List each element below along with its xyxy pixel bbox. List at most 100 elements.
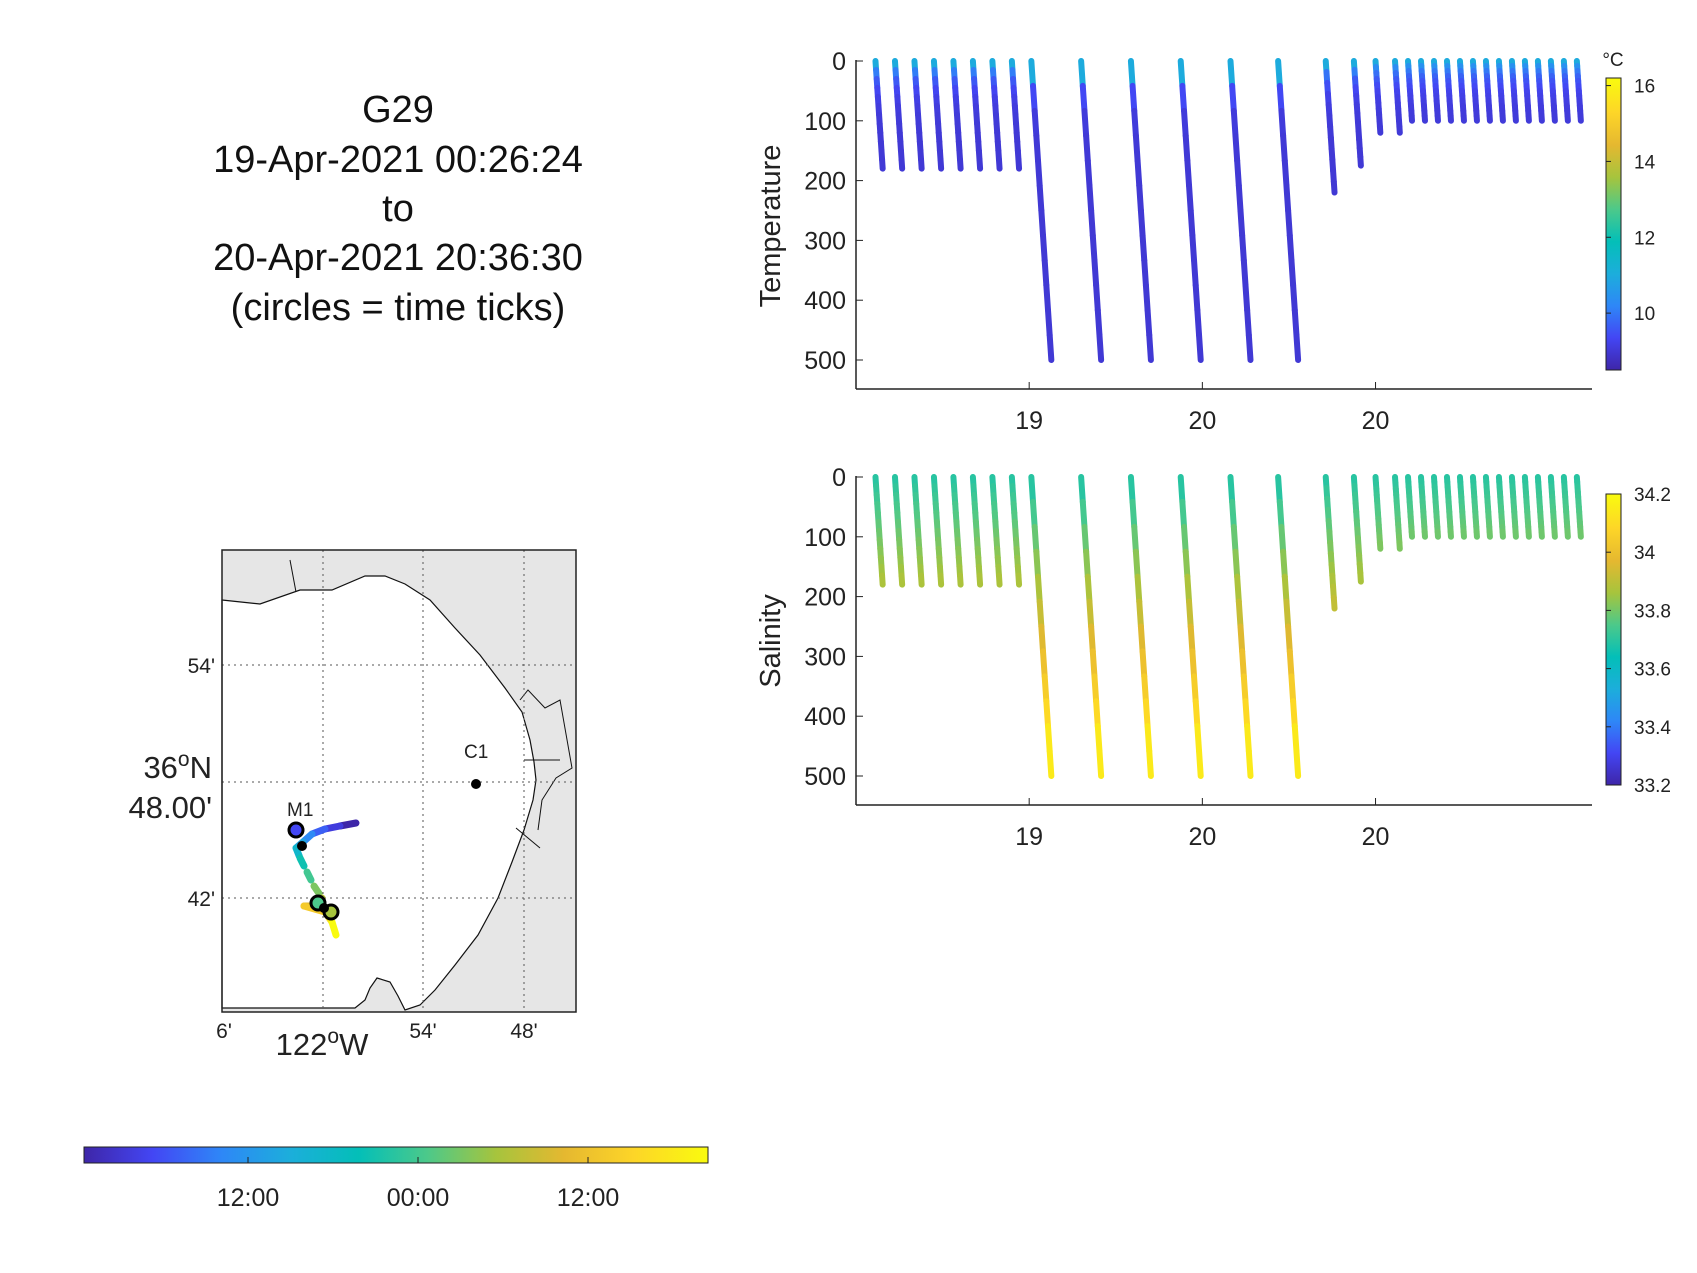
profile-10-segment [1094,307,1103,339]
profile-11-segment [1127,58,1136,89]
profile-10-segment [1089,232,1098,264]
profile-13-segment [1235,182,1244,214]
map-bay-water [221,575,537,1011]
temperature-profiles [872,58,1584,363]
time-tick-3: 12:00 [557,1184,620,1212]
colorbar-tick-label: 14 [1634,152,1656,173]
temp-y-ticks: 0 100 200 300 400 500 [804,48,863,375]
profile-14-segment [1276,82,1285,114]
profile-9-segment [1040,648,1048,680]
profile-13-segment [1229,82,1237,114]
profile-12-segment [1184,573,1193,605]
lat-tick-54: 54' [188,655,215,678]
track-segment [296,854,311,876]
profile-13-segment [1245,332,1254,363]
y-tick-label: 400 [804,287,846,315]
profile-11-segment [1129,498,1138,530]
profile-10-segment [1079,82,1088,114]
profile-9-segment [1041,257,1050,289]
profile-11-segment [1132,548,1141,580]
profile-14-segment [1291,307,1300,339]
lon-main-label: 122oW [276,1025,369,1062]
temp-x-ticks: 19 20 20 [1015,382,1389,435]
temp-colorbar-unit: °C [1602,50,1623,71]
profile-9-segment [1046,748,1055,779]
profile-14-segment [1280,132,1288,164]
x-tick-label: 19 [1015,407,1043,435]
profile-10-segment [1094,723,1103,755]
profile-11-segment [1132,132,1141,164]
profile-13-segment [1237,207,1246,239]
profile-13-segment [1239,232,1247,264]
colorbar-tick-label: 33.8 [1634,601,1671,622]
profile-11-segment [1131,523,1139,555]
map-graticule [222,550,576,1012]
lat-main-label: 36oN [143,748,212,785]
x-tick-label: 20 [1362,407,1390,435]
profile-13-segment [1230,523,1239,555]
profile-14-segment [1280,548,1288,580]
profile-11-segment [1146,332,1154,363]
profile-16-segment [1357,153,1364,169]
profile-9-segment [1038,623,1047,655]
time-colorbar: 12:00 00:00 12:00 [83,1146,709,1212]
time-tick-circle [287,821,305,839]
sal-ylabel: Salinity [755,594,787,688]
glider-track [287,819,360,939]
profile-14-segment [1283,182,1292,214]
colorbar-tick-label: 33.2 [1634,776,1671,797]
y-tick-label: 200 [804,168,846,196]
profile-10-segment [1096,748,1105,779]
profile-11-segment [1144,723,1153,755]
profile-12-segment [1177,58,1186,89]
profile-14-segment [1293,332,1302,363]
profile-14-segment [1285,207,1293,239]
profile-10-segment [1089,648,1098,680]
profile-10-segment [1096,332,1105,363]
profile-9-segment [1046,332,1055,363]
profile-4-segment [937,572,945,588]
profile-14-segment [1293,748,1302,779]
profile-14-segment [1275,58,1283,89]
y-tick-label: 100 [804,108,846,136]
profile-12-segment [1184,157,1193,189]
profile-10-segment [1078,474,1086,505]
lon-tick-54: 54' [409,1020,436,1043]
time-colorbar-gradient [83,1146,709,1164]
profile-9-segment [1033,548,1042,580]
profile-10-segment [1091,257,1100,289]
profile-11-segment [1144,307,1153,339]
profile-11-segment [1137,623,1146,655]
profile-12-segment [1192,282,1201,314]
profile-13-segment [1234,157,1242,189]
profile-14-segment [1281,573,1290,605]
profile-13-segment [1240,257,1249,289]
profile-7-segment [995,156,1003,172]
profile-10-segment [1088,207,1096,239]
profile-12-segment [1181,523,1189,555]
profile-9-segment [1045,307,1053,339]
profile-12-segment [1189,648,1198,680]
profile-13-segment [1237,623,1246,655]
profile-12-segment [1194,307,1203,339]
profile-12-segment [1194,723,1203,755]
profile-11-segment [1142,282,1151,314]
sal-y-ticks: 0 100 200 300 400 500 [804,464,863,791]
colorbar-tick-label: 12 [1634,228,1655,249]
profile-9-segment [1031,523,1040,555]
profile-12-segment [1179,498,1188,530]
profile-12-segment [1196,748,1204,779]
lat-tick-42: 42' [188,888,215,911]
profile-10-segment [1081,107,1090,139]
profile-12-segment [1182,548,1191,580]
colorbar-tick-label: 10 [1634,304,1655,325]
profile-13-segment [1232,132,1241,164]
profile-11-segment [1141,673,1149,705]
profile-14-segment [1278,523,1287,555]
profile-3-segment [918,156,925,172]
lon-tick-48: 48' [510,1020,537,1043]
profile-9-segment [1028,58,1037,89]
profile-9-segment [1045,723,1053,755]
y-tick-label: 300 [804,643,846,671]
map-frame [221,549,577,1013]
